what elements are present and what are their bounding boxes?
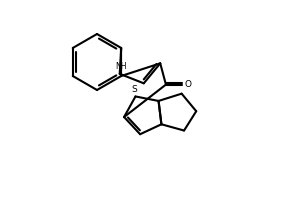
Text: O: O [185,80,192,89]
Text: NH: NH [115,62,126,71]
Text: S: S [132,85,137,94]
